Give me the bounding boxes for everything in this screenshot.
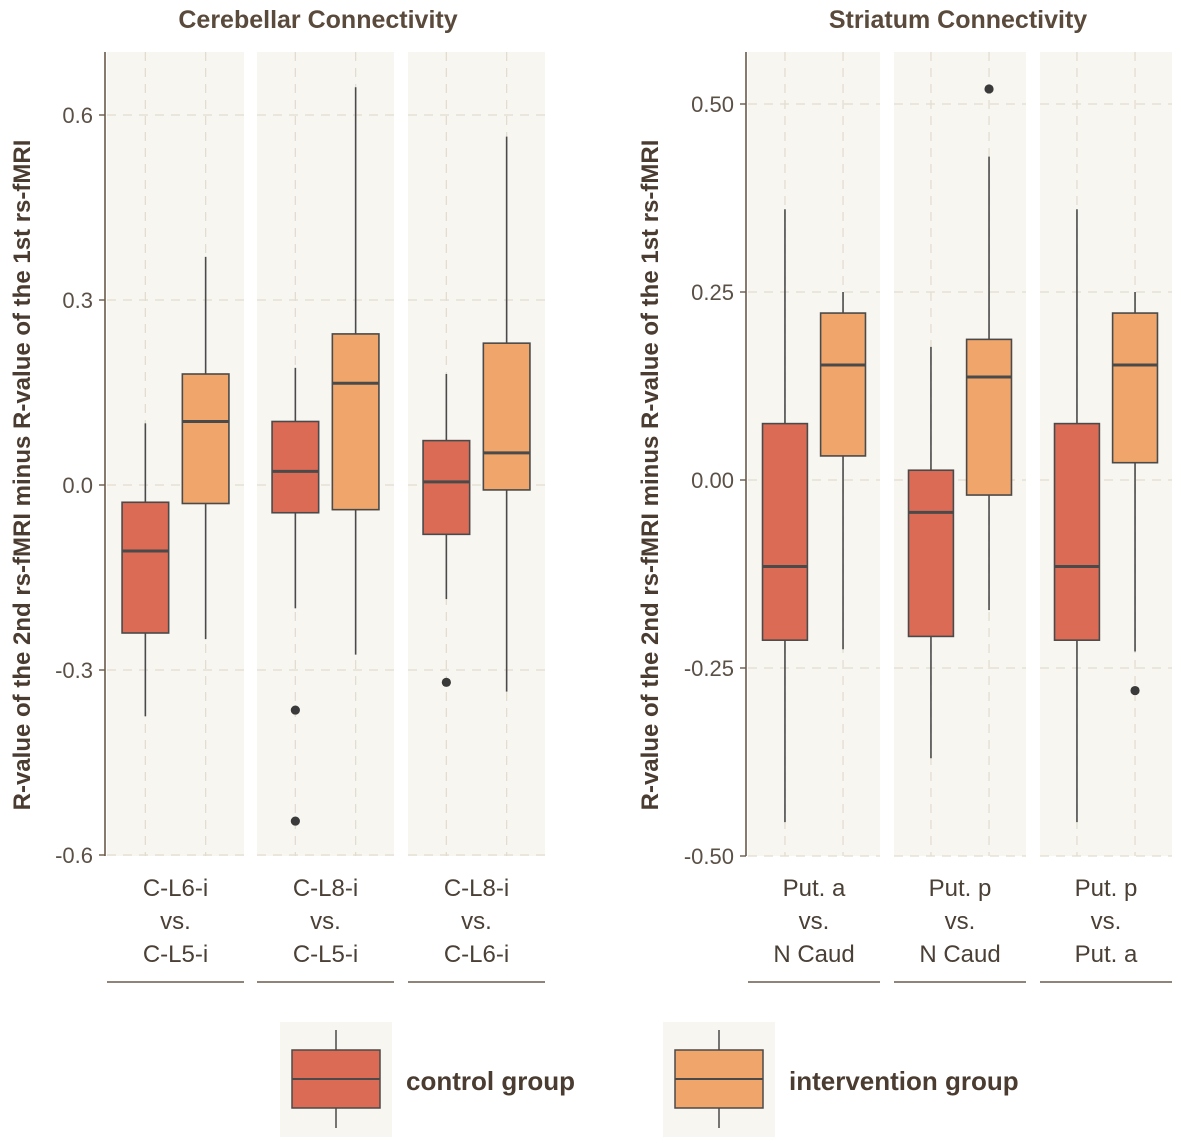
box-iqr	[1111, 312, 1159, 464]
legend-item-intervention: intervention group	[663, 1022, 1019, 1137]
box-iqr	[181, 373, 230, 505]
box-control	[422, 374, 471, 687]
chart-title-striatum: Striatum Connectivity	[829, 6, 1087, 34]
box-control	[271, 367, 320, 826]
box-iqr	[1053, 422, 1101, 641]
facet-label-line: vs.	[310, 908, 341, 935]
facet-label-line: vs.	[160, 908, 191, 935]
outlier-point	[441, 677, 451, 687]
box-iqr	[331, 333, 380, 511]
box-intervention	[331, 87, 380, 655]
box-iqr	[422, 439, 471, 536]
y-tick-label: -0.6	[55, 843, 93, 868]
y-tick-label: 0.6	[62, 103, 93, 128]
facet-label-line: Put. a	[783, 875, 846, 902]
facet-label-line: vs.	[1091, 908, 1122, 935]
box-control	[1053, 209, 1101, 823]
y-tick-label: 0.3	[62, 288, 93, 313]
chart-striatum: Striatum Connectivity R-value of the 2nd…	[637, 6, 1172, 983]
facet-label-line: N Caud	[773, 941, 854, 968]
plot-area-striatum: Put. a vs. N Caud Put. p vs. N Caud Put. p vs. P…	[684, 52, 1172, 983]
box-control	[907, 346, 955, 759]
facet-label-line: Put. a	[1075, 941, 1138, 968]
y-tick-label: -0.25	[684, 656, 734, 681]
legend-item-control: control group	[280, 1022, 575, 1137]
box-intervention	[1111, 292, 1159, 696]
facet-label-line: C-L5-i	[143, 941, 208, 968]
facet-label-line: vs.	[945, 908, 976, 935]
facet-label-line: N Caud	[919, 941, 1000, 968]
box-iqr	[482, 342, 531, 491]
box-control	[761, 209, 809, 823]
facet-label-line: Put. p	[929, 875, 992, 902]
chart-title-cerebellar: Cerebellar Connectivity	[178, 6, 457, 34]
facet-label-line: C-L5-i	[293, 941, 358, 968]
y-tick-label: 0.25	[691, 280, 734, 305]
legend-label-intervention: intervention group	[789, 1066, 1019, 1096]
box-iqr	[121, 501, 170, 634]
facet-label-line: C-L8-i	[444, 875, 509, 902]
y-tick-label: 0.00	[691, 468, 734, 493]
box-intervention	[965, 84, 1013, 611]
facet-label-line: vs.	[461, 908, 492, 935]
facet-label-line: vs.	[799, 908, 830, 935]
y-tick-label: 0.0	[62, 473, 93, 498]
y-axis-label-striatum: R-value of the 2nd rs-fMRI minus R-value…	[637, 140, 664, 811]
facet-label-line: C-L8-i	[293, 875, 358, 902]
box-iqr	[761, 422, 809, 641]
plot-area-cerebellar: C-L6-i vs. C-L5-i C-L8-i vs. C-L5-i C-L8-i vs. C…	[55, 52, 545, 983]
facet-label-line: C-L6-i	[444, 941, 509, 968]
box-iqr	[271, 420, 320, 514]
y-tick-label: 0.50	[691, 92, 734, 117]
outlier-point	[290, 816, 300, 826]
y-axis-label-cerebellar: R-value of the 2nd rs-fMRI minus R-value…	[9, 140, 36, 811]
facet-label-line: C-L6-i	[143, 875, 208, 902]
y-tick-label: -0.50	[684, 844, 734, 869]
box-control	[121, 423, 170, 717]
box-intervention	[482, 136, 531, 692]
legend-label-control: control group	[406, 1066, 575, 1096]
box-iqr	[965, 338, 1013, 496]
chart-cerebellar: Cerebellar Connectivity R-value of the 2…	[9, 6, 545, 983]
outlier-point	[984, 84, 994, 94]
legend: control group intervention group	[280, 1022, 1019, 1137]
box-intervention	[819, 292, 867, 650]
outlier-point	[1130, 685, 1140, 696]
box-intervention	[181, 256, 230, 640]
box-iqr	[819, 312, 867, 457]
outlier-point	[290, 705, 300, 715]
box-iqr	[907, 469, 955, 638]
y-tick-label: -0.3	[55, 658, 93, 683]
facet-label-line: Put. p	[1075, 875, 1138, 902]
